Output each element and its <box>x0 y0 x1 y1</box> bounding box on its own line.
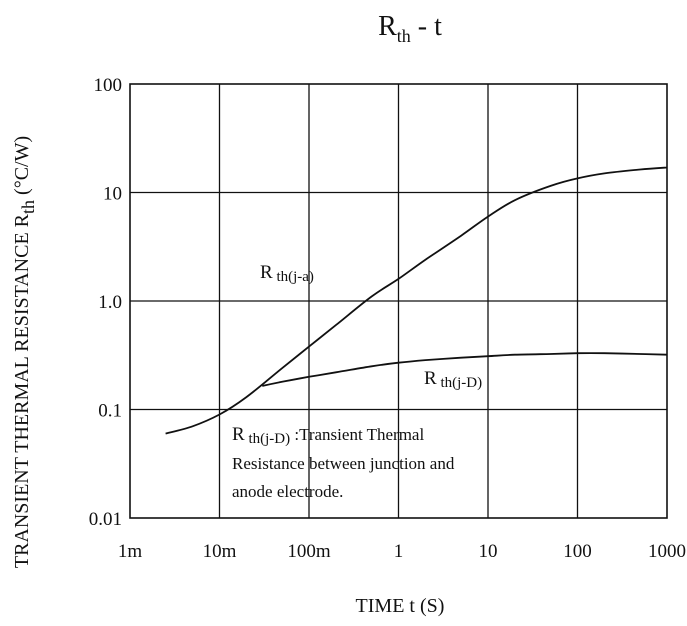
plot-frame <box>129 83 668 519</box>
x-tick-label: 10 <box>479 541 498 562</box>
y-tick-label: 10 <box>103 184 122 205</box>
series-label-rth-ja: R th(j-a) <box>260 262 314 285</box>
x-axis-title: TIME t (S) <box>356 595 445 617</box>
series-line-rth-jd <box>262 352 668 387</box>
x-tick-labels: 1m 10m 100m 1 10 100 1000 <box>118 541 686 562</box>
y-tick-label: 0.1 <box>98 401 122 422</box>
x-tick-label: 1 <box>394 541 404 562</box>
y-axis-title: TRANSIENT THERMAL RESISTANCE Rth (°C/W) <box>11 136 38 568</box>
y-tick-label: 0.01 <box>89 509 122 530</box>
x-tick-label: 1000 <box>648 541 686 562</box>
annotation-line-3: anode electrode. <box>232 482 343 501</box>
series-label-rth-jd: R th(j-D) <box>424 368 482 391</box>
grid <box>130 84 667 518</box>
y-tick-label: 100 <box>94 75 123 96</box>
chart-title: Rth - t <box>378 11 442 46</box>
x-tick-label: 100m <box>287 541 331 562</box>
annotation-line-2: Resistance between junction and <box>232 454 455 473</box>
x-tick-label: 1m <box>118 541 143 562</box>
annotation: R th(j-D) :Transient Thermal Resistance … <box>232 424 455 501</box>
series-group <box>165 166 668 435</box>
x-tick-label: 100 <box>563 541 592 562</box>
y-tick-labels: 0.01 0.1 1.0 10 100 <box>89 75 122 530</box>
annotation-line-1: R th(j-D) :Transient Thermal <box>232 424 424 447</box>
x-tick-label: 10m <box>203 541 237 562</box>
y-tick-label: 1.0 <box>98 292 122 313</box>
series-line-rth-ja <box>165 166 668 435</box>
